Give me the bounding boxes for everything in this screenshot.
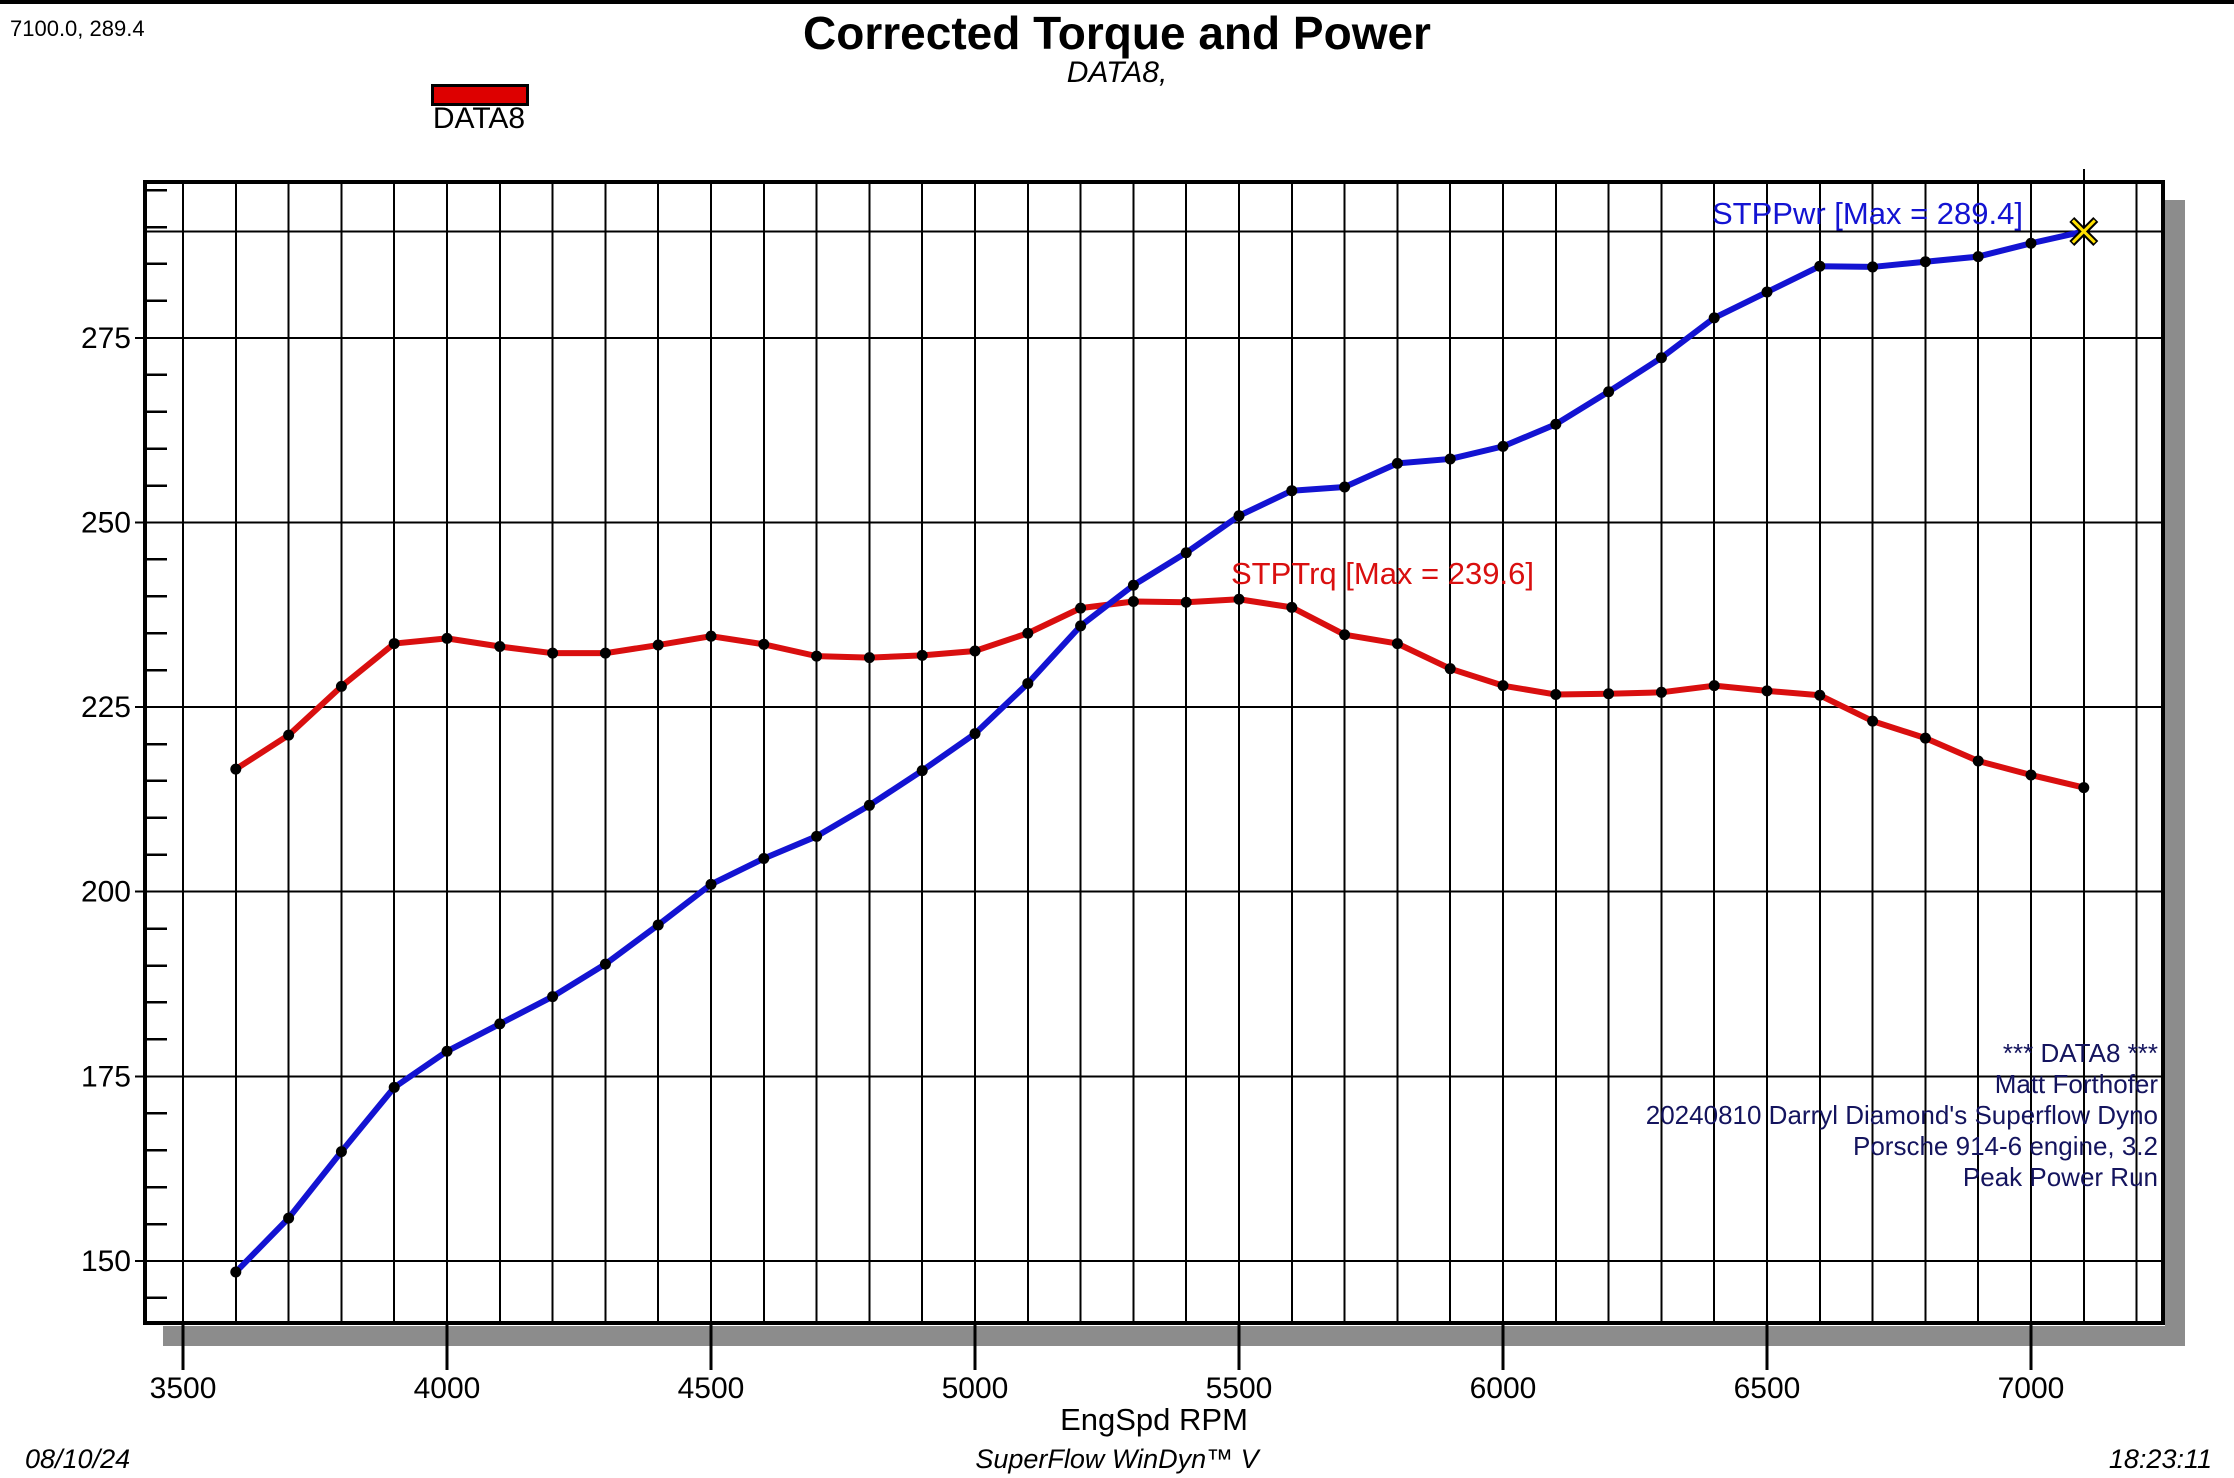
footer-date: 08/10/24 bbox=[25, 1444, 131, 1474]
info-line-engine: Porsche 914-6 engine, 3.2 bbox=[1853, 1131, 2158, 1161]
page-title: Corrected Torque and Power bbox=[803, 7, 1431, 59]
svg-text:175: 175 bbox=[81, 1060, 131, 1093]
svg-text:4500: 4500 bbox=[678, 1372, 745, 1405]
svg-text:5500: 5500 bbox=[1206, 1372, 1273, 1405]
svg-text:3500: 3500 bbox=[150, 1372, 217, 1405]
info-line-runtype: Peak Power Run bbox=[1962, 1162, 2158, 1192]
torque-series-annotation: STPTrq [Max = 239.6] bbox=[1231, 556, 1534, 591]
info-line-facility: 20240810 Darryl Diamond's Superflow Dyno bbox=[1645, 1100, 2158, 1130]
info-line-dataset: *** DATA8 *** bbox=[2002, 1038, 2158, 1068]
svg-text:275: 275 bbox=[81, 322, 131, 355]
legend-label-data8[interactable]: DATA8 bbox=[432, 102, 526, 135]
svg-text:4000: 4000 bbox=[414, 1372, 481, 1405]
page-subtitle: DATA8, bbox=[1066, 56, 1168, 89]
svg-text:6500: 6500 bbox=[1734, 1372, 1801, 1405]
power-series-annotation: STPPwr [Max = 289.4] bbox=[1712, 196, 2023, 231]
cursor-readout: 7100.0, 289.4 bbox=[10, 16, 145, 41]
footer-app-name: SuperFlow WinDyn™ V bbox=[975, 1444, 1259, 1474]
svg-text:5000: 5000 bbox=[942, 1372, 1009, 1405]
legend-swatch-data8[interactable] bbox=[431, 84, 529, 106]
test-info-block: *** DATA8 *** Matt Forthofer 20240810 Da… bbox=[1646, 1038, 2158, 1193]
svg-text:7000: 7000 bbox=[1998, 1372, 2065, 1405]
svg-text:200: 200 bbox=[81, 876, 131, 909]
footer-time: 18:23:11 bbox=[2108, 1444, 2212, 1474]
x-axis-title: EngSpd RPM bbox=[1060, 1402, 1248, 1437]
svg-text:250: 250 bbox=[81, 506, 131, 539]
svg-text:225: 225 bbox=[81, 691, 131, 724]
top-border-line bbox=[0, 0, 2234, 4]
svg-text:150: 150 bbox=[81, 1245, 131, 1278]
info-line-operator: Matt Forthofer bbox=[1994, 1069, 2158, 1099]
svg-text:6000: 6000 bbox=[1470, 1372, 1537, 1405]
